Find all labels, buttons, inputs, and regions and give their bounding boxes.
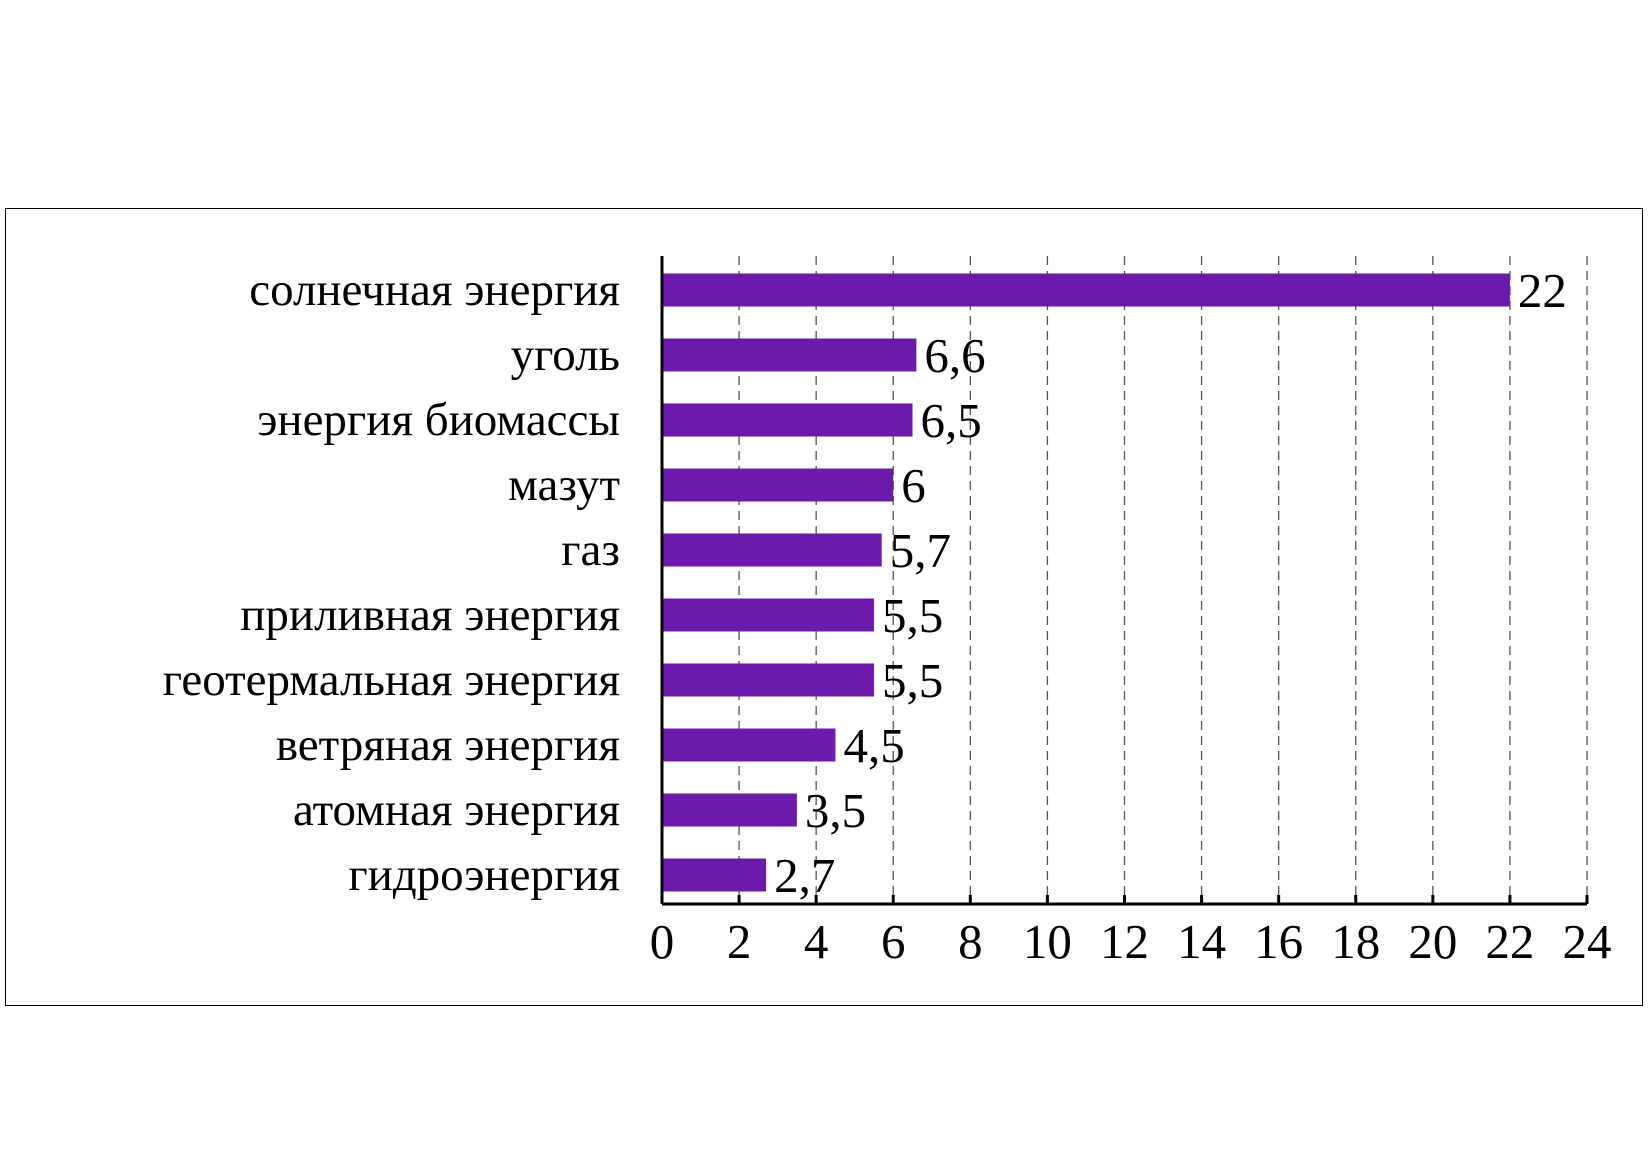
x-tick-label: 4: [804, 914, 829, 969]
axes: [660, 256, 1589, 906]
category-label: энергия биомассы: [257, 394, 620, 446]
x-tick-label: 24: [1563, 914, 1612, 969]
category-label: гидроэнергия: [348, 849, 620, 901]
x-tick-label: 20: [1408, 914, 1457, 969]
bar: [662, 273, 1510, 307]
data-label: 5,5: [882, 653, 943, 708]
data-label: 22: [1518, 263, 1567, 318]
bar: [662, 468, 894, 502]
x-tick-label: 22: [1485, 914, 1534, 969]
x-tick-label: 14: [1177, 914, 1226, 969]
bar: [662, 338, 917, 372]
bar: [662, 533, 882, 567]
x-tick-label: 18: [1331, 914, 1380, 969]
data-label: 5,7: [890, 523, 951, 578]
x-tick-label: 8: [958, 914, 983, 969]
category-label: ветряная энергия: [276, 719, 620, 771]
data-label: 3,5: [805, 783, 866, 838]
category-label: приливная энергия: [240, 589, 620, 641]
data-label: 4,5: [843, 718, 904, 773]
bar: [662, 663, 874, 697]
x-tick-label: 16: [1254, 914, 1303, 969]
category-label: солнечная энергия: [249, 264, 620, 316]
data-label: 6: [901, 458, 926, 513]
data-label: 5,5: [882, 588, 943, 643]
bar: [662, 793, 797, 827]
category-label: газ: [561, 524, 620, 576]
category-label: уголь: [511, 329, 620, 381]
data-label: 6,5: [921, 393, 982, 448]
category-label: мазут: [508, 459, 620, 511]
x-tick-label: 6: [881, 914, 906, 969]
x-tick-label: 0: [650, 914, 675, 969]
x-tick-label: 2: [727, 914, 752, 969]
data-label: 6,6: [924, 328, 985, 383]
data-label: 2,7: [774, 848, 835, 903]
bars: [662, 273, 1510, 892]
x-tick-label: 10: [1023, 914, 1072, 969]
bar: [662, 403, 913, 437]
category-label: атомная энергия: [293, 784, 620, 836]
category-label: геотермальная энергия: [163, 654, 620, 706]
bar: [662, 858, 767, 892]
x-tick-label: 12: [1100, 914, 1149, 969]
bar: [662, 598, 874, 632]
bar: [662, 728, 836, 762]
